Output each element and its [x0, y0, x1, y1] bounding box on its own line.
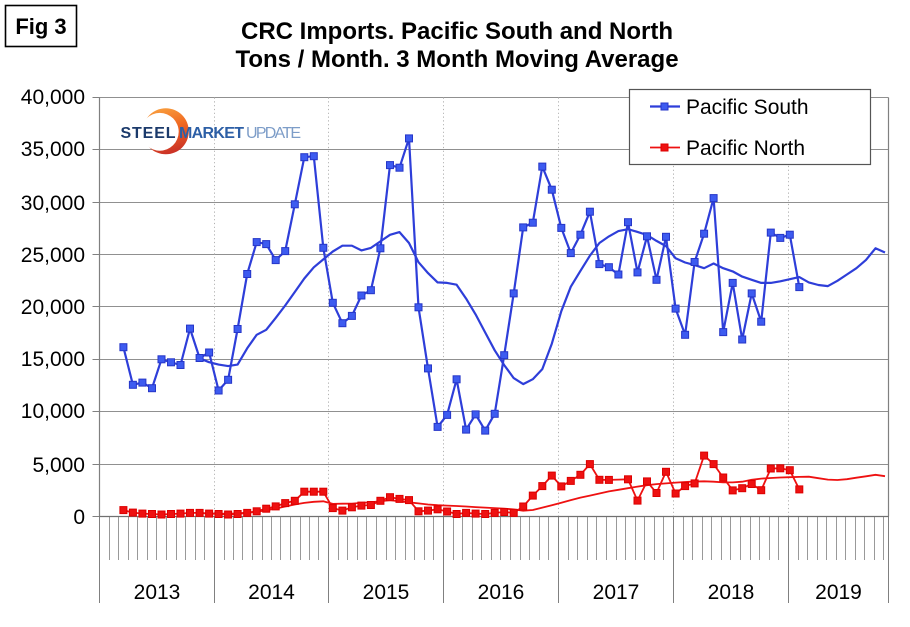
svg-text:Tons / Month. 3 Month Moving A: Tons / Month. 3 Month Moving Average: [235, 46, 678, 73]
svg-text:Pacific South: Pacific South: [686, 96, 809, 119]
svg-text:30,000: 30,000: [21, 192, 85, 215]
svg-text:2015: 2015: [363, 581, 410, 604]
svg-text:40,000: 40,000: [21, 86, 85, 109]
svg-text:5,000: 5,000: [32, 454, 85, 477]
svg-text:0: 0: [73, 506, 85, 529]
svg-text:2017: 2017: [593, 581, 640, 604]
svg-text:Pacific North: Pacific North: [686, 137, 805, 160]
svg-text:2019: 2019: [815, 581, 862, 604]
svg-text:Fig 3: Fig 3: [15, 14, 66, 39]
svg-text:STEEL: STEEL: [121, 125, 176, 142]
svg-text:CRC Imports. Pacific South and: CRC Imports. Pacific South and North: [241, 18, 673, 45]
svg-text:15,000: 15,000: [21, 348, 85, 371]
svg-text:MARKET: MARKET: [179, 125, 244, 142]
svg-text:2016: 2016: [478, 581, 525, 604]
svg-text:35,000: 35,000: [21, 138, 85, 161]
svg-text:2013: 2013: [134, 581, 181, 604]
svg-text:2014: 2014: [248, 581, 295, 604]
svg-text:UPDATE: UPDATE: [246, 125, 301, 142]
svg-text:10,000: 10,000: [21, 400, 85, 423]
svg-text:25,000: 25,000: [21, 244, 85, 267]
svg-text:2018: 2018: [708, 581, 755, 604]
svg-text:20,000: 20,000: [21, 296, 85, 319]
